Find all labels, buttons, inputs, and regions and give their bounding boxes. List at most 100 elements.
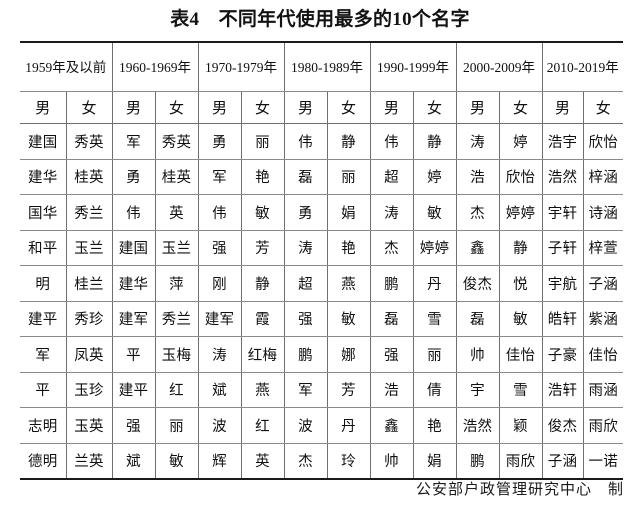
name-cell: 艳 (412, 407, 457, 444)
name-cell: 浩 (369, 371, 414, 408)
name-cell: 平 (20, 371, 67, 408)
era-header-cell: 1990-1999年 (369, 41, 457, 92)
name-cell: 梓涵 (582, 158, 623, 195)
name-cell: 英 (154, 194, 199, 231)
table-row: 平 玉珍 建平 红 斌 燕 军 芳 浩 倩 宇 雪 浩轩 雨涵 (20, 371, 623, 408)
name-cell: 燕 (240, 371, 285, 408)
sex-header-cell: 女 (412, 91, 457, 124)
table-row: 军 凤英 平 玉梅 涛 红梅 鹏 娜 强 丽 帅 佳怡 子豪 佳怡 (20, 336, 623, 373)
name-cell: 宇航 (541, 265, 584, 302)
name-cell: 明 (20, 265, 67, 302)
name-cell: 磊 (283, 158, 328, 195)
name-cell: 芳 (326, 371, 371, 408)
sex-header-cell: 女 (65, 91, 113, 124)
name-cell: 鹏 (369, 265, 414, 302)
name-cell: 建华 (20, 158, 67, 195)
name-cell: 秀英 (154, 123, 199, 160)
name-cell: 俊杰 (455, 265, 500, 302)
name-cell: 欣怡 (498, 158, 543, 195)
name-cell: 杰 (283, 442, 328, 480)
name-cell: 雨欣 (498, 442, 543, 480)
sex-header-cell: 女 (582, 91, 623, 124)
name-cell: 斌 (111, 442, 156, 480)
name-cell: 雪 (412, 300, 457, 337)
table-row: 建平 秀珍 建军 秀兰 建军 霞 强 敏 磊 雪 磊 敏 皓轩 紫涵 (20, 300, 623, 337)
name-cell: 建国 (20, 123, 67, 160)
name-cell: 艳 (326, 229, 371, 266)
sex-header-cell: 男 (283, 91, 328, 124)
name-cell: 雨涵 (582, 371, 623, 408)
table-head: 1959年及以前 1960-1969年 1970-1979年 1980-1989… (20, 41, 623, 124)
name-cell: 宇轩 (541, 194, 584, 231)
name-cell: 勇 (111, 158, 156, 195)
name-cell: 芳 (240, 229, 285, 266)
name-cell: 桂兰 (65, 265, 113, 302)
name-cell: 涛 (197, 336, 242, 373)
name-cell: 霞 (240, 300, 285, 337)
name-cell: 子豪 (541, 336, 584, 373)
name-cell: 浩轩 (541, 371, 584, 408)
name-cell: 勇 (197, 123, 242, 160)
name-cell: 帅 (455, 336, 500, 373)
name-cell: 建军 (197, 300, 242, 337)
name-cell: 娟 (412, 442, 457, 480)
name-cell: 帅 (369, 442, 414, 480)
names-table: 1959年及以前 1960-1969年 1970-1979年 1980-1989… (20, 41, 623, 480)
name-cell: 丹 (412, 265, 457, 302)
name-cell: 伟 (111, 194, 156, 231)
name-cell: 建国 (111, 229, 156, 266)
name-cell: 军 (111, 123, 156, 160)
name-cell: 一诺 (582, 442, 623, 480)
name-cell: 磊 (455, 300, 500, 337)
name-cell: 颖 (498, 407, 543, 444)
sex-header-row: 男 女 男 女 男 女 男 女 男 女 男 女 男 女 (20, 91, 623, 124)
name-cell: 桂英 (154, 158, 199, 195)
name-cell: 秀英 (65, 123, 113, 160)
name-cell: 秀兰 (65, 194, 113, 231)
name-cell: 强 (111, 407, 156, 444)
sex-header-cell: 男 (197, 91, 242, 124)
name-cell: 丽 (240, 123, 285, 160)
name-cell: 建军 (111, 300, 156, 337)
name-cell: 欣怡 (582, 123, 623, 160)
sex-header-cell: 男 (20, 91, 67, 124)
name-cell: 娜 (326, 336, 371, 373)
name-cell: 浩然 (455, 407, 500, 444)
name-cell: 伟 (369, 123, 414, 160)
era-header-cell: 2000-2009年 (455, 41, 543, 92)
name-cell: 婷 (412, 158, 457, 195)
name-cell: 涛 (369, 194, 414, 231)
table-row: 德明 兰英 斌 敏 辉 英 杰 玲 帅 娟 鹏 雨欣 子涵 一诺 (20, 442, 623, 480)
name-cell: 红 (154, 371, 199, 408)
name-cell: 杰 (455, 194, 500, 231)
name-cell: 梓萱 (582, 229, 623, 266)
name-cell: 斌 (197, 371, 242, 408)
name-cell: 秀兰 (154, 300, 199, 337)
name-cell: 强 (369, 336, 414, 373)
name-cell: 敏 (326, 300, 371, 337)
name-cell: 玉兰 (65, 229, 113, 266)
name-cell: 婷婷 (412, 229, 457, 266)
table-row: 建国 秀英 军 秀英 勇 丽 伟 静 伟 静 涛 婷 浩宇 欣怡 (20, 123, 623, 160)
name-cell: 诗涵 (582, 194, 623, 231)
era-header-cell: 1970-1979年 (197, 41, 285, 92)
name-cell: 敏 (498, 300, 543, 337)
name-cell: 静 (326, 123, 371, 160)
name-cell: 浩宇 (541, 123, 584, 160)
name-cell: 娟 (326, 194, 371, 231)
sex-header-cell: 男 (455, 91, 500, 124)
name-cell: 鑫 (455, 229, 500, 266)
name-cell: 艳 (240, 158, 285, 195)
name-cell: 超 (369, 158, 414, 195)
name-cell: 浩然 (541, 158, 584, 195)
name-cell: 鹏 (283, 336, 328, 373)
name-cell: 涛 (455, 123, 500, 160)
table-row: 建华 桂英 勇 桂英 军 艳 磊 丽 超 婷 浩 欣怡 浩然 梓涵 (20, 158, 623, 195)
name-cell: 伟 (197, 194, 242, 231)
sex-header-cell: 女 (326, 91, 371, 124)
name-cell: 红梅 (240, 336, 285, 373)
table-row: 和平 玉兰 建国 玉兰 强 芳 涛 艳 杰 婷婷 鑫 静 子轩 梓萱 (20, 229, 623, 266)
name-cell: 悦 (498, 265, 543, 302)
name-cell: 军 (20, 336, 67, 373)
